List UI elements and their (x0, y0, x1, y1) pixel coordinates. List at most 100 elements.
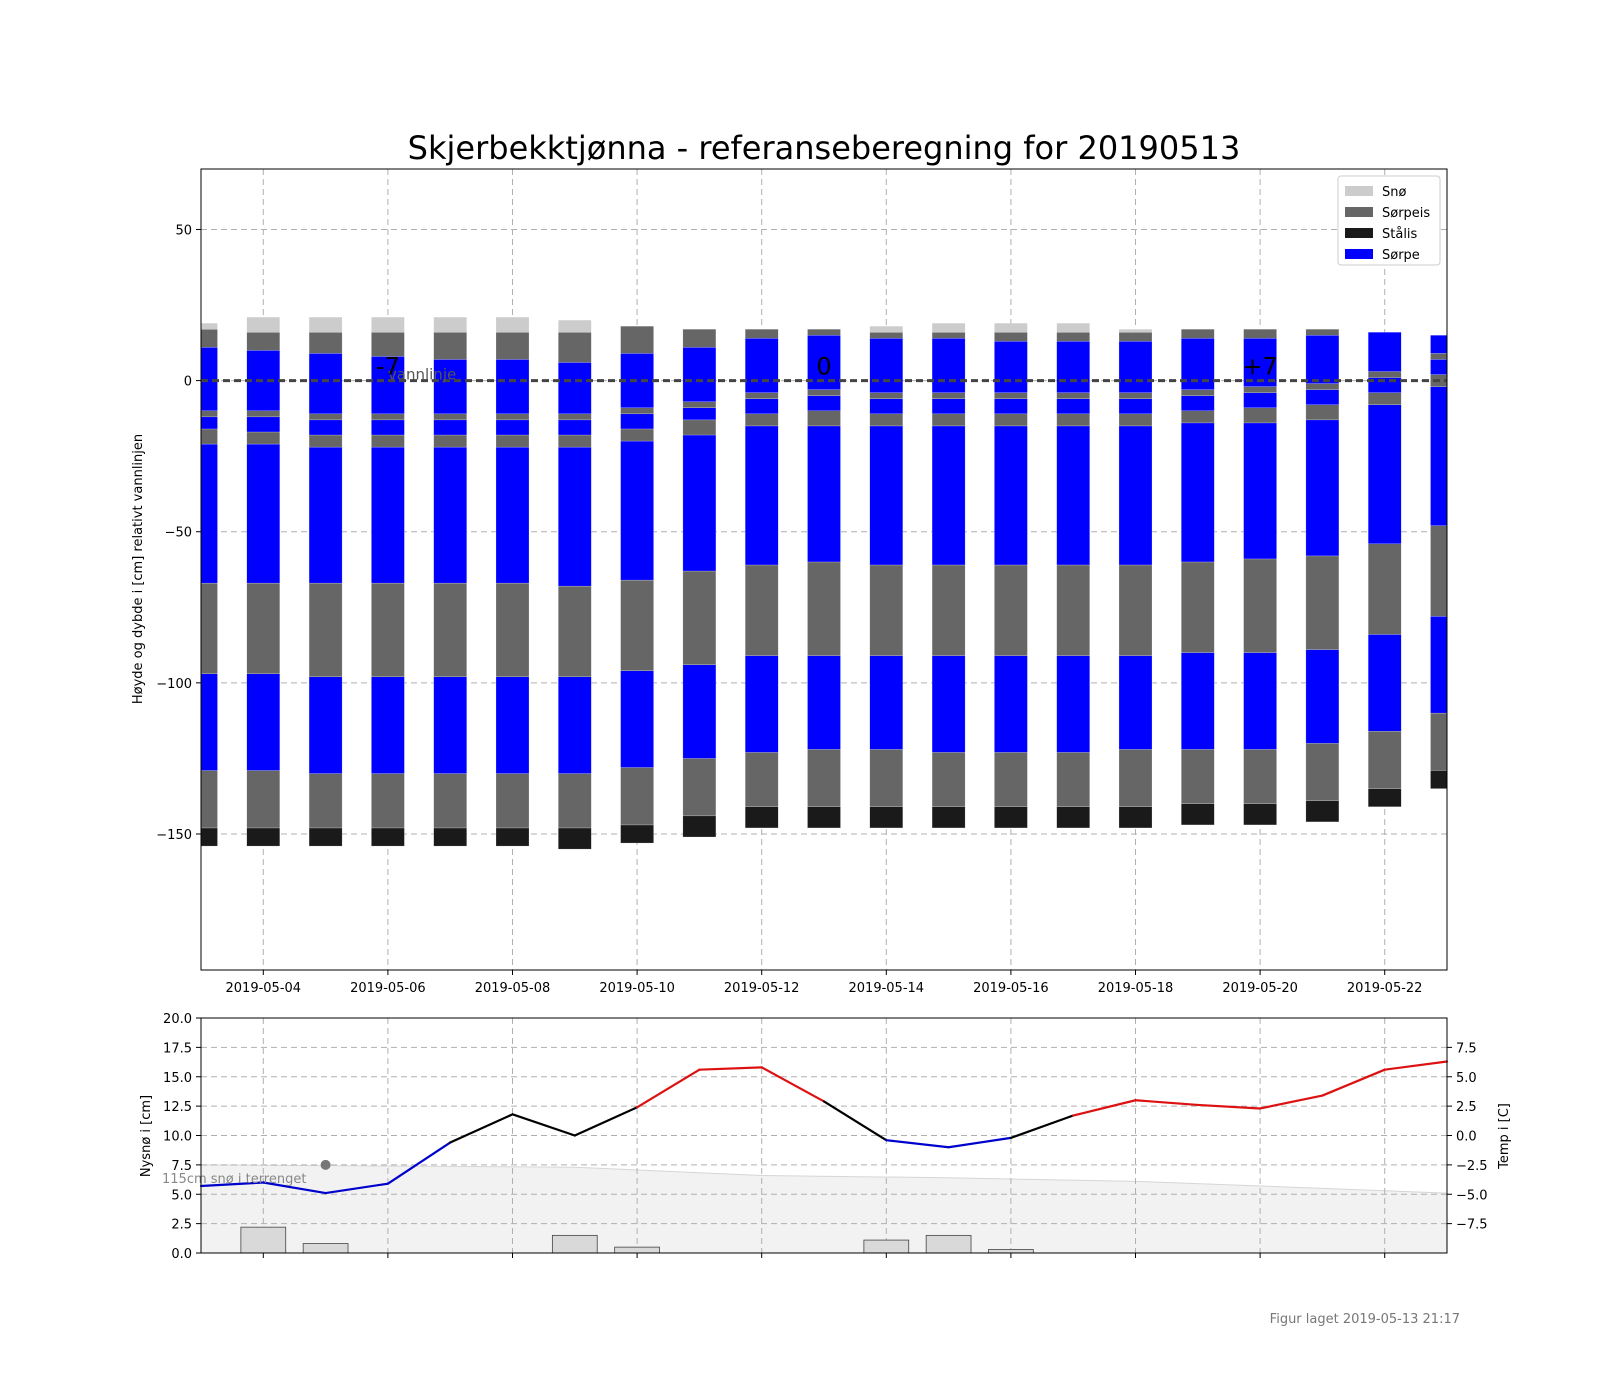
bar-layer-sorpeis (682, 570, 717, 665)
bar-layer-sorpeis (558, 434, 592, 448)
bar-layer-sorpeis (1181, 410, 1215, 424)
bottom-y2-tick-label: −5.0 (1456, 1188, 1488, 1203)
bar-layer-sorpe (1243, 392, 1277, 408)
bar-layer-sorpe (201, 673, 218, 771)
bar-layer-stalis (807, 806, 841, 829)
top-x-tick-label: 2019-05-12 (724, 981, 800, 996)
bar-layer-sorpeis (931, 564, 966, 656)
top-x-tick-label: 2019-05-04 (226, 981, 302, 996)
bar-layer-sorpeis (1118, 413, 1153, 427)
bar-layer-sorpeis (682, 329, 717, 348)
bar-layer-sorpeis (1056, 392, 1090, 399)
temperature-segment (1321, 1068, 1386, 1097)
date-annotation: -7 (376, 353, 400, 381)
bar-layer-sorpe (994, 398, 1028, 415)
bar-layer-sorpeis (433, 413, 467, 421)
bar-layer-sorpeis (620, 325, 654, 354)
bar-layer-sorpe (869, 338, 904, 393)
bar-layer-sorpeis (931, 392, 966, 399)
bar-layer-sno (558, 319, 592, 333)
bottom-y-tick-label: 17.5 (163, 1041, 192, 1056)
temperature-segment (1258, 1094, 1324, 1110)
bar-layer-sorpe (371, 356, 405, 415)
temperature-segment (511, 1113, 576, 1137)
bar-layer-sorpeis (246, 410, 281, 418)
temperature-segment (1196, 1103, 1262, 1110)
top-x-tick-label: 2019-05-08 (475, 981, 551, 996)
top-x-tick-label: 2019-05-18 (1098, 981, 1174, 996)
bar-layer-sorpe (931, 398, 966, 415)
legend-swatch (1345, 207, 1373, 217)
bar-layer-sorpe (1118, 398, 1153, 415)
bar-layer-sorpe (994, 425, 1028, 566)
top-y-tick-label: −100 (156, 677, 192, 692)
bar-layer-sorpe (1305, 649, 1340, 744)
bar-layer-stalis (1367, 788, 1402, 807)
bar-layer-sorpeis (620, 579, 654, 671)
bar-layer-sorpeis (931, 752, 966, 807)
bar-layer-sorpe (1243, 338, 1277, 387)
bar-layer-sorpe (201, 416, 218, 430)
bar-layer-sorpe (246, 416, 281, 433)
bar-layer-sorpe (1181, 395, 1215, 412)
bar-layer-sorpeis (495, 413, 530, 421)
bar-layer-stalis (371, 827, 405, 847)
bar-layer-sorpeis (308, 434, 343, 448)
bar-layer-sorpe (682, 664, 717, 759)
bottom-y-ticks: 0.0 2.5 5.0 7.5 10.0 12.5 15.0 17.5 20.0 (163, 1012, 201, 1262)
bar-layer-sorpeis (495, 582, 530, 678)
bar-layer-sorpeis (371, 582, 405, 678)
temperature-segment (635, 1068, 701, 1109)
bar-layer-sorpe (682, 434, 717, 572)
bar-layer-sorpe (433, 419, 467, 436)
bar-layer-stalis (1305, 800, 1340, 823)
bar-layer-sorpeis (433, 332, 467, 360)
bar-layer-sorpe (744, 425, 779, 566)
bar-layer-sorpeis (744, 564, 779, 656)
bottom-y-tick-label: 2.5 (171, 1218, 192, 1233)
bar-layer-sorpeis (682, 401, 717, 408)
legend-swatch (1345, 249, 1373, 259)
bar-layer-sorpeis (994, 413, 1028, 427)
bar-layer-sorpe (620, 440, 654, 581)
bar-layer-sorpeis (371, 332, 405, 357)
bar-layer-sorpe (308, 446, 343, 584)
temperature-segment (324, 1182, 389, 1195)
bar-layer-sorpe (246, 673, 281, 771)
new-snow-bar (988, 1249, 1034, 1254)
bar-layer-sorpe (869, 398, 904, 415)
bar-layer-stalis (994, 806, 1028, 829)
bar-layer-sorpeis (1305, 383, 1340, 390)
bar-layer-sorpe (1367, 332, 1402, 372)
bar-layer-sorpe (807, 425, 841, 563)
bottom-y-tick-label: 0.0 (171, 1247, 192, 1262)
bar-layer-sorpe (994, 655, 1028, 753)
bar-layer-sorpeis (807, 329, 841, 336)
bar-layer-sorpeis (620, 428, 654, 442)
legend-box (1337, 175, 1441, 266)
top-plot-frame (200, 168, 1448, 971)
bar-layer-sno (495, 316, 530, 333)
date-annotations: -7 0 +7 (376, 353, 1278, 381)
bar-layer-sorpeis (201, 582, 218, 674)
top-x-tick-label: 2019-05-20 (1222, 981, 1298, 996)
top-x-tick-label: 2019-05-10 (599, 981, 675, 996)
bar-layer-stalis (1118, 806, 1153, 829)
temperature-segment (386, 1141, 452, 1185)
bar-layer-sorpeis (869, 413, 904, 427)
bar-layer-sorpeis (201, 410, 218, 418)
bar-layer-sorpeis (994, 752, 1028, 807)
bar-layer-sorpeis (1056, 332, 1090, 342)
bar-layer-sorpeis (1118, 332, 1153, 342)
bar-layer-sorpeis (869, 564, 904, 656)
bottom-y2-tick-label: −7.5 (1456, 1218, 1488, 1233)
bar-layer-sorpe (558, 446, 592, 587)
bar-layer-sorpeis (1367, 731, 1402, 789)
bar-layer-sorpeis (1243, 386, 1277, 393)
bar-layer-sorpeis (807, 749, 841, 807)
temperature-segment (698, 1066, 763, 1071)
temperature-segment (573, 1106, 639, 1137)
temperature-segment (760, 1066, 826, 1103)
bar-layer-sorpe (1243, 652, 1277, 750)
bar-layer-sorpeis (201, 770, 218, 829)
